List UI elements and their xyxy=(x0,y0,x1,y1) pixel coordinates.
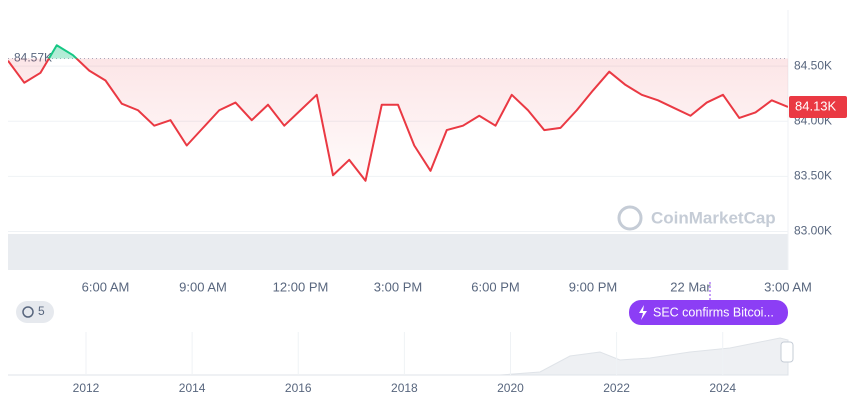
watermark-text: CoinMarketCap xyxy=(651,208,776,227)
navigator[interactable] xyxy=(8,337,794,376)
navigator-tick-label: 2020 xyxy=(497,381,524,395)
volume-area xyxy=(8,234,788,270)
watermark: CoinMarketCap xyxy=(617,205,776,231)
navigator-tick-label: 2016 xyxy=(285,381,312,395)
x-tick-label: 9:00 PM xyxy=(569,279,617,294)
y-tick-label: 83.00K xyxy=(794,224,832,238)
navigator-tick-label: 2024 xyxy=(709,381,736,395)
navigator-tick-label: 2022 xyxy=(603,381,630,395)
event-text: SEC confirms Bitcoi... xyxy=(653,305,774,319)
x-tick-label: 3:00 AM xyxy=(764,279,812,294)
x-tick-label: 3:00 PM xyxy=(374,279,422,294)
last-price-tag xyxy=(789,95,847,118)
area-below xyxy=(8,58,788,181)
event-button[interactable]: SEC confirms Bitcoi... xyxy=(629,300,788,325)
x-tick-label: 6:00 PM xyxy=(471,279,519,294)
price-line xyxy=(8,58,788,182)
x-tick-label: 22 Mar xyxy=(670,279,711,294)
x-tick-label: 9:00 AM xyxy=(179,279,227,294)
navigator-tick-label: 2012 xyxy=(73,381,100,395)
y-tick-label: 83.50K xyxy=(794,169,832,183)
badge-text: 5 xyxy=(38,304,45,318)
x-tick-label: 12:00 PM xyxy=(273,279,329,294)
x-tick-label: 6:00 AM xyxy=(82,279,130,294)
y-tick-label: 84.50K xyxy=(794,58,832,72)
navigator-tick-label: 2018 xyxy=(391,381,418,395)
navigator-tick-label: 2014 xyxy=(179,381,206,395)
history-badge[interactable]: 5 xyxy=(16,301,54,323)
last-price-label: 84.13K xyxy=(795,98,837,113)
